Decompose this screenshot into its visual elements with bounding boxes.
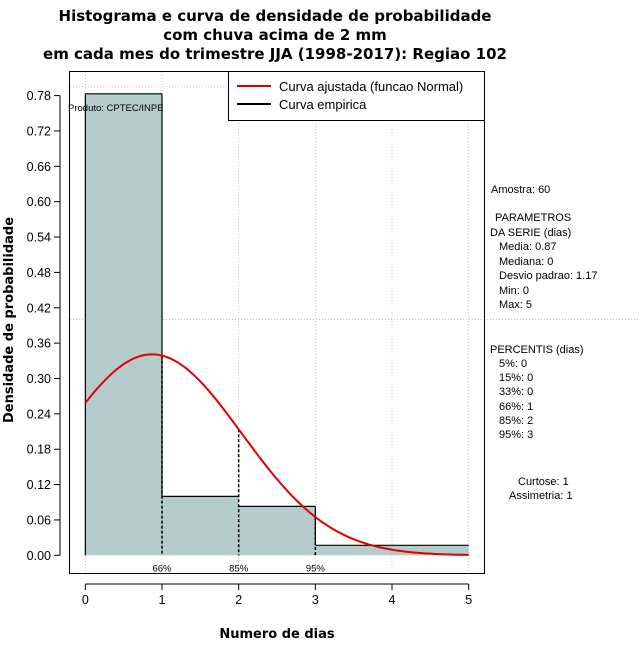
chart-title-line-3: em cada mes do trimestre JJA (1998-2017)… [43,45,507,63]
y-tick-label-0.48: 0.48 [27,266,51,280]
legend-fit-label: Curva ajustada (funcao Normal) [279,79,463,94]
stat-assimetria: Assimetria: 1 [509,490,573,502]
y-tick-label-0.36: 0.36 [27,337,51,351]
percentile-33: 33%: 0 [499,386,533,398]
sample-size: Amostra: 60 [491,184,550,196]
chart-title-line-2: com chuva acima de 2 mm [163,26,387,44]
percentis-title: PERCENTIS (dias) [490,344,584,356]
normal-fit-curve [84,353,469,556]
y-tick-label-0.42: 0.42 [27,301,51,315]
y-tick-label-0.54: 0.54 [27,231,51,245]
percentile-markers: 66% 85% 95% [152,355,326,574]
x-tick-label-2: 2 [235,593,242,607]
y-axis-label: Densidade de probabilidade [2,217,17,423]
y-tick-label-0.24: 0.24 [27,407,51,421]
stat-media: Media: 0.87 [499,241,556,253]
x-tick-label-0: 0 [82,593,89,607]
x-axis-label: Numero de dias [219,627,335,642]
x-tick-label-5: 5 [465,593,472,607]
stat-mediana: Mediana: 0 [499,256,553,268]
stats-panel: Amostra: 60 PARAMETROS DA SERIE (dias) M… [490,184,597,502]
stat-max: Max: 5 [499,299,532,311]
stat-desvio: Desvio padrao: 1.17 [499,270,597,282]
percentile-15: 15%: 0 [499,372,533,384]
percentile-5: 5%: 0 [499,358,527,370]
x-tick-label-4: 4 [389,593,396,607]
histogram-bar-0 [85,93,162,556]
x-tick-label-1: 1 [159,593,166,607]
y-tick-label-0.72: 0.72 [27,124,51,138]
percentile-66: 66%: 1 [499,401,533,413]
x-tick-label-3: 3 [312,593,319,607]
histogram-bar-3 [315,545,392,556]
percentile-marker-label-95: 95% [306,563,326,574]
y-tick-label-0.78: 0.78 [27,89,51,103]
stat-curtose: Curtose: 1 [518,476,569,488]
stat-min: Min: 0 [499,285,529,297]
histogram-bar-2 [238,506,316,556]
params-title-1: PARAMETROS [495,212,571,224]
legend-box [228,71,485,121]
percentile-85: 85%: 2 [499,415,533,427]
y-tick-label-0.06: 0.06 [27,513,51,527]
y-tick-label-0.00: 0.00 [27,549,51,563]
percentile-95: 95%: 3 [499,429,533,441]
product-label: Produto: CPTEC/INPE [68,103,164,114]
y-tick-label-0.60: 0.60 [27,195,51,209]
percentile-marker-label-66: 66% [152,563,172,574]
y-tick-label-0.12: 0.12 [27,478,51,492]
legend: Curva ajustada (funcao Normal) Curva emp… [228,71,485,121]
x-axis: 0 1 2 3 4 5 [82,583,472,607]
normal-curve-layer [84,353,469,556]
legend-empirical-label: Curva empirica [279,97,367,112]
chart-title-line-1: Histograma e curva de densidade de proba… [59,7,492,25]
y-tick-label-0.18: 0.18 [27,443,51,457]
percentile-marker-label-85: 85% [229,563,249,574]
y-tick-label-0.30: 0.30 [27,372,51,386]
histogram-bars [84,93,469,556]
histogram-bar-4 [392,545,469,556]
y-tick-label-0.66: 0.66 [27,160,51,174]
y-axis: 0.00 0.06 0.12 0.18 0.24 0.30 0.36 0.42 0.48 0.54… [27,89,61,563]
histogram-bar-1 [162,496,239,556]
params-title-2: DA SERIE (dias) [490,227,571,239]
